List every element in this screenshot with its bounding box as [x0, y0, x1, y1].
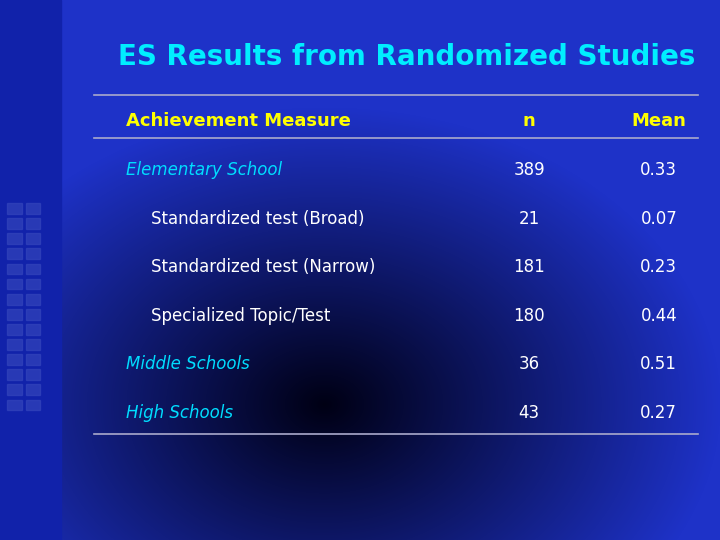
Bar [7, 339, 22, 350]
Text: 21: 21 [518, 210, 540, 228]
Text: ES Results from Randomized Studies: ES Results from Randomized Studies [118, 43, 696, 71]
Text: Middle Schools: Middle Schools [126, 355, 250, 374]
Text: 0.07: 0.07 [640, 210, 678, 228]
Text: Achievement Measure: Achievement Measure [126, 112, 351, 131]
Text: Specialized Topic/Test: Specialized Topic/Test [151, 307, 330, 325]
Text: High Schools: High Schools [126, 404, 233, 422]
Text: 181: 181 [513, 258, 545, 276]
Text: 0.44: 0.44 [640, 307, 678, 325]
Bar [26, 324, 40, 335]
Bar [26, 339, 40, 350]
Text: 0.33: 0.33 [640, 161, 678, 179]
Bar [26, 309, 40, 320]
Text: 0.23: 0.23 [640, 258, 678, 276]
Text: 389: 389 [513, 161, 545, 179]
Text: 36: 36 [518, 355, 540, 374]
Text: 43: 43 [518, 404, 540, 422]
Bar [7, 369, 22, 380]
Bar [7, 324, 22, 335]
Bar [26, 384, 40, 395]
Text: Elementary School: Elementary School [126, 161, 282, 179]
Bar [0, 0, 61, 540]
Bar [26, 264, 40, 274]
Text: n: n [523, 112, 536, 131]
Bar [7, 248, 22, 259]
Bar [7, 233, 22, 244]
Bar [7, 294, 22, 305]
Bar [7, 309, 22, 320]
Bar [26, 248, 40, 259]
Text: Standardized test (Narrow): Standardized test (Narrow) [151, 258, 376, 276]
Bar [7, 279, 22, 289]
Text: 180: 180 [513, 307, 545, 325]
Bar [26, 203, 40, 214]
Bar [7, 354, 22, 365]
Bar [26, 218, 40, 229]
Bar [7, 218, 22, 229]
Bar [26, 354, 40, 365]
Bar [26, 294, 40, 305]
Bar [26, 279, 40, 289]
Text: 0.51: 0.51 [640, 355, 678, 374]
Text: Standardized test (Broad): Standardized test (Broad) [151, 210, 365, 228]
Bar [7, 384, 22, 395]
Text: 0.27: 0.27 [640, 404, 678, 422]
Bar [7, 264, 22, 274]
Bar [26, 233, 40, 244]
Bar [26, 369, 40, 380]
Bar [26, 400, 40, 410]
Bar [7, 203, 22, 214]
Bar [7, 400, 22, 410]
Text: Mean: Mean [631, 112, 686, 131]
